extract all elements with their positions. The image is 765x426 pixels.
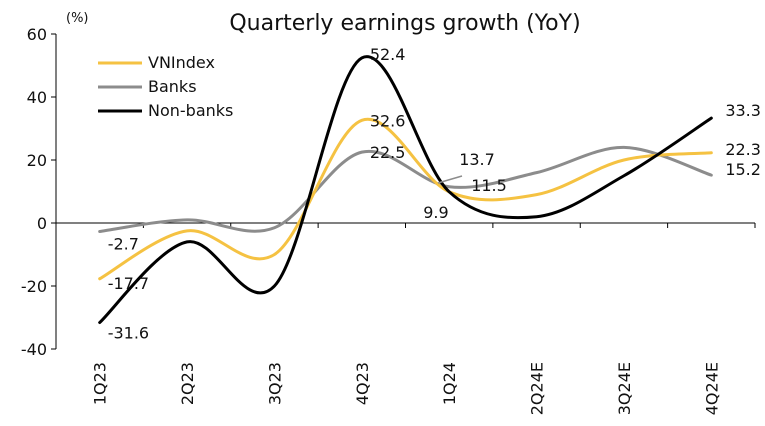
data-label: 13.7: [459, 150, 495, 169]
x-tick-label: 3Q23: [265, 362, 284, 405]
legend-label: Non-banks: [148, 101, 233, 120]
y-tick-label: -40: [21, 340, 47, 359]
x-tick-label: 2Q24E: [528, 362, 547, 415]
y-tick-label: 20: [27, 151, 47, 170]
series-line-banks: [98, 145, 713, 233]
data-label: 22.3: [725, 140, 761, 159]
series-lines: [98, 55, 713, 325]
data-label: -31.6: [108, 324, 149, 343]
data-labels: -17.7 -2.7 -31.6 52.4 32.6 22.5 13.7 11.5 9.9 33.…: [108, 45, 761, 343]
y-tick-label: 60: [27, 25, 47, 44]
x-tick-label: 1Q24: [440, 362, 459, 405]
data-label: 9.9: [423, 203, 448, 222]
data-label: 52.4: [370, 45, 406, 64]
y-tick-label: 0: [37, 214, 47, 233]
y-tick-label: -20: [21, 277, 47, 296]
data-label: 22.5: [370, 143, 406, 162]
x-tick-label: 2Q23: [178, 362, 197, 405]
data-label: 32.6: [370, 111, 406, 130]
x-tick-label: 3Q24E: [615, 362, 634, 415]
data-label: 15.2: [725, 160, 761, 179]
series-line-vnindex: [98, 117, 713, 281]
y-tick-label: 40: [27, 88, 47, 107]
data-label: -2.7: [108, 235, 139, 254]
axes: -40 -20 0 20 40 60 1Q23 2Q23 3Q23 4Q23 1Q24 2Q24E 3Q…: [21, 25, 756, 415]
legend-label: VNIndex: [148, 53, 215, 72]
y-axis-unit-label: (%): [66, 11, 89, 26]
data-label: -17.7: [108, 274, 149, 293]
label-leader-line: [437, 175, 463, 184]
x-tick-label: 1Q23: [91, 362, 110, 405]
chart-title: Quarterly earnings growth (YoY): [229, 11, 580, 36]
data-label: 11.5: [471, 176, 507, 195]
x-tick-label: 4Q24E: [702, 362, 721, 415]
data-label: 33.3: [725, 101, 761, 120]
legend-label: Banks: [148, 77, 197, 96]
series-line-non-banks: [98, 55, 713, 325]
legend: VNIndex Banks Non-banks: [98, 53, 233, 120]
x-tick-label: 4Q23: [353, 362, 372, 405]
